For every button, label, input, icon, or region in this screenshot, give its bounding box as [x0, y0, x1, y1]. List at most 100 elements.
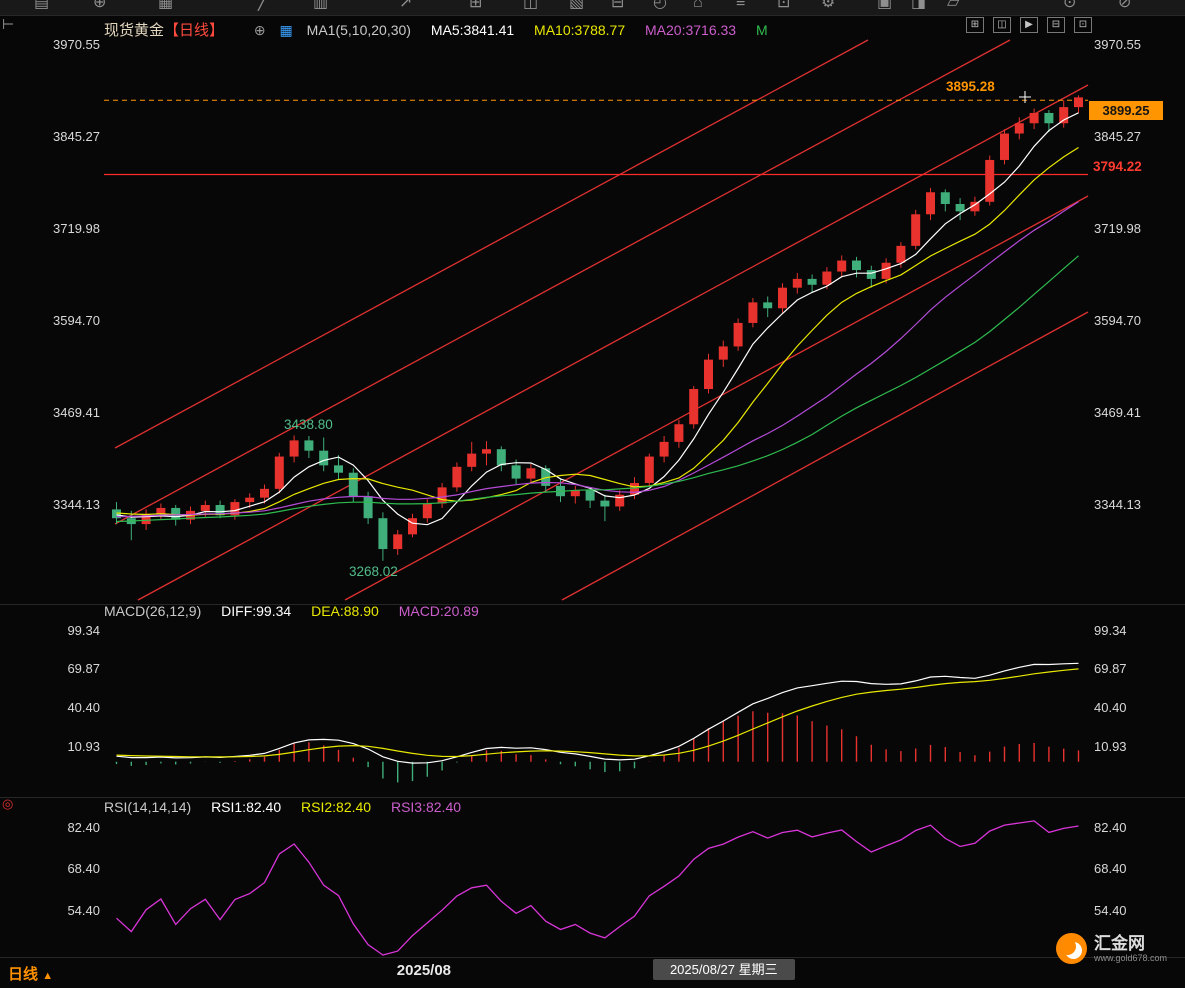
panels-icon[interactable]: ▤: [34, 0, 50, 11]
home-icon[interactable]: ⌂: [693, 0, 703, 11]
x-axis-month-label: 2025/08: [396, 962, 452, 979]
columns-icon[interactable]: ▥: [313, 0, 329, 11]
y-axis-tick: 54.40: [1094, 902, 1127, 918]
layout-columns-icon[interactable]: ◫: [993, 17, 1011, 33]
draw-line-icon[interactable]: ╱: [258, 0, 268, 11]
ma20-line: [116, 201, 1079, 518]
macd-diff-line: [116, 662, 1079, 764]
y-axis-tick: 82.40: [67, 820, 100, 836]
ma30-line: [116, 255, 1079, 523]
split-view-icon[interactable]: ◫: [523, 0, 539, 11]
ma5-value: MA5:3841.41: [430, 22, 515, 38]
trough-price-annotation: 3268.02: [349, 564, 398, 579]
chart-legend-row: 现货黄金【日线】 ⊕ ▦ MA1(5,10,20,30) MA5:3841.41…: [104, 19, 768, 40]
macd-value: MACD:20.89: [398, 603, 479, 619]
x-axis-highlighted-date: 2025/08/27 星期三: [652, 959, 795, 980]
grid-plus-icon[interactable]: ⊞: [469, 0, 483, 11]
target-marker-icon[interactable]: ◎: [2, 796, 14, 811]
panel-separator: [0, 604, 1185, 605]
y-axis-tick: 99.34: [67, 622, 100, 638]
layout-buttons-group: ⊞ ◫ ▶ ⊟ ⊡: [966, 17, 1092, 33]
clock-icon[interactable]: ◴: [653, 0, 667, 11]
minus-box-icon[interactable]: ⊟: [611, 0, 625, 11]
y-axis-tick: 40.40: [67, 700, 100, 716]
site-name: 汇金网: [1094, 933, 1145, 953]
y-axis-tick: 68.40: [1094, 861, 1127, 877]
pattern-icon[interactable]: ▧: [569, 0, 585, 11]
y-axis-tick: 3970.55: [53, 37, 100, 53]
period-selector[interactable]: 日线 ▲: [8, 963, 53, 984]
macd-dea-line: [116, 668, 1079, 758]
y-axis-tick: 99.34: [1094, 622, 1127, 638]
rsi3-value: RSI3:82.40: [390, 799, 462, 815]
mini-chart-icon: ▦: [279, 22, 293, 38]
period-selector-label: 日线: [8, 966, 39, 983]
y-axis-tick: 10.93: [1094, 739, 1127, 755]
macd-dea-value: DEA:88.90: [311, 603, 379, 619]
trend-arrow-icon[interactable]: ↗: [399, 0, 413, 11]
maximize-icon[interactable]: ⊡: [1074, 17, 1092, 33]
top-toolbar: ▤ ⊕ ▦ ╱ ▥ ↗ ⊞ ◫ ▧ ⊟ ◴ ⌂ ≡ ⊡ ⚙ ▣ ◨ ▱ ⊙ ⊘: [0, 0, 1185, 16]
play-icon[interactable]: ▶: [1020, 17, 1038, 33]
last-price-tag: 3899.25: [1089, 101, 1163, 120]
y-axis-tick: 3719.98: [1094, 220, 1141, 236]
layout-grid-icon[interactable]: ⊞: [966, 17, 984, 33]
peak-price-annotation: 3438.80: [284, 417, 333, 432]
y-axis-tick: 3970.55: [1094, 37, 1141, 53]
ma-settings-label[interactable]: MA1(5,10,20,30): [306, 22, 411, 38]
y-axis-tick: 3845.27: [53, 129, 100, 144]
menu-icon[interactable]: ≡: [736, 0, 746, 11]
y-axis-tick: 68.40: [67, 861, 100, 877]
y-axis-tick: 3845.27: [1094, 129, 1141, 144]
rsi-params-label[interactable]: RSI(14,14,14): [104, 799, 192, 815]
site-url: www.gold678.com: [1094, 952, 1168, 963]
panel-separator: [0, 957, 1185, 958]
macd-diff-value: DIFF:99.34: [221, 603, 292, 619]
y-axis-tick: 3344.13: [1094, 496, 1141, 512]
rsi-line: [116, 820, 1079, 956]
y-axis-tick: 3594.70: [1094, 312, 1141, 328]
ma20-value: MA20:3716.33: [645, 22, 737, 38]
candlestick-series: [112, 95, 1083, 561]
chart-grid-icon[interactable]: ▦: [158, 0, 174, 11]
filled-box-icon[interactable]: ▣: [877, 0, 893, 11]
rsi1-value: RSI1:82.40: [211, 799, 282, 815]
trend-channel-lines: [114, 39, 1089, 601]
settings-gear-icon[interactable]: ⚙: [821, 0, 836, 11]
period-up-arrow-icon: ▲: [42, 970, 54, 982]
add-overlay-icon[interactable]: ⊕: [253, 22, 266, 38]
y-axis-tick: 69.87: [1094, 661, 1127, 677]
ma30-value-partial: M: [755, 22, 768, 38]
shape-icon[interactable]: ▱: [947, 0, 960, 11]
site-logo-icon: [1056, 933, 1087, 964]
period-label: 【日线】: [164, 22, 225, 39]
y-axis-tick: 10.93: [67, 739, 100, 755]
macd-series: [115, 662, 1080, 783]
add-circle-icon[interactable]: ⊕: [93, 0, 107, 11]
y-axis-tick: 3594.70: [53, 312, 100, 328]
y-axis-tick: 82.40: [1094, 820, 1127, 836]
crosshair-marker: [1019, 91, 1031, 103]
layout-rows-icon[interactable]: ⊟: [1047, 17, 1065, 33]
rsi2-value: RSI2:82.40: [301, 799, 372, 815]
dot-box-icon[interactable]: ⊡: [777, 0, 791, 11]
y-axis-tick: 54.40: [67, 902, 100, 918]
panel-separator: [0, 797, 1185, 798]
site-watermark: 汇金网 www.gold678.com: [1056, 933, 1167, 964]
half-box-icon[interactable]: ◨: [911, 0, 927, 11]
ma5-line: [116, 112, 1079, 526]
macd-legend-row: MACD(26,12,9) DIFF:99.34 DEA:88.90 MACD:…: [104, 603, 479, 619]
ma10-value: MA10:3788.77: [534, 22, 626, 38]
y-axis-tick: 40.40: [1094, 700, 1127, 716]
ma-lines: [116, 112, 1079, 526]
y-axis-tick: 3719.98: [53, 220, 100, 236]
macd-params-label[interactable]: MACD(26,12,9): [104, 603, 202, 619]
rsi-legend-row: RSI(14,14,14) RSI1:82.40 RSI2:82.40 RSI3…: [104, 799, 461, 815]
zoom-in-icon[interactable]: ⊙: [1063, 0, 1077, 11]
zoom-out-icon[interactable]: ⊘: [1118, 0, 1132, 11]
y-axis-tick: 69.87: [67, 661, 100, 677]
collapse-panel-icon[interactable]: ⊢: [2, 16, 15, 32]
y-axis-tick: 3469.41: [53, 404, 100, 420]
